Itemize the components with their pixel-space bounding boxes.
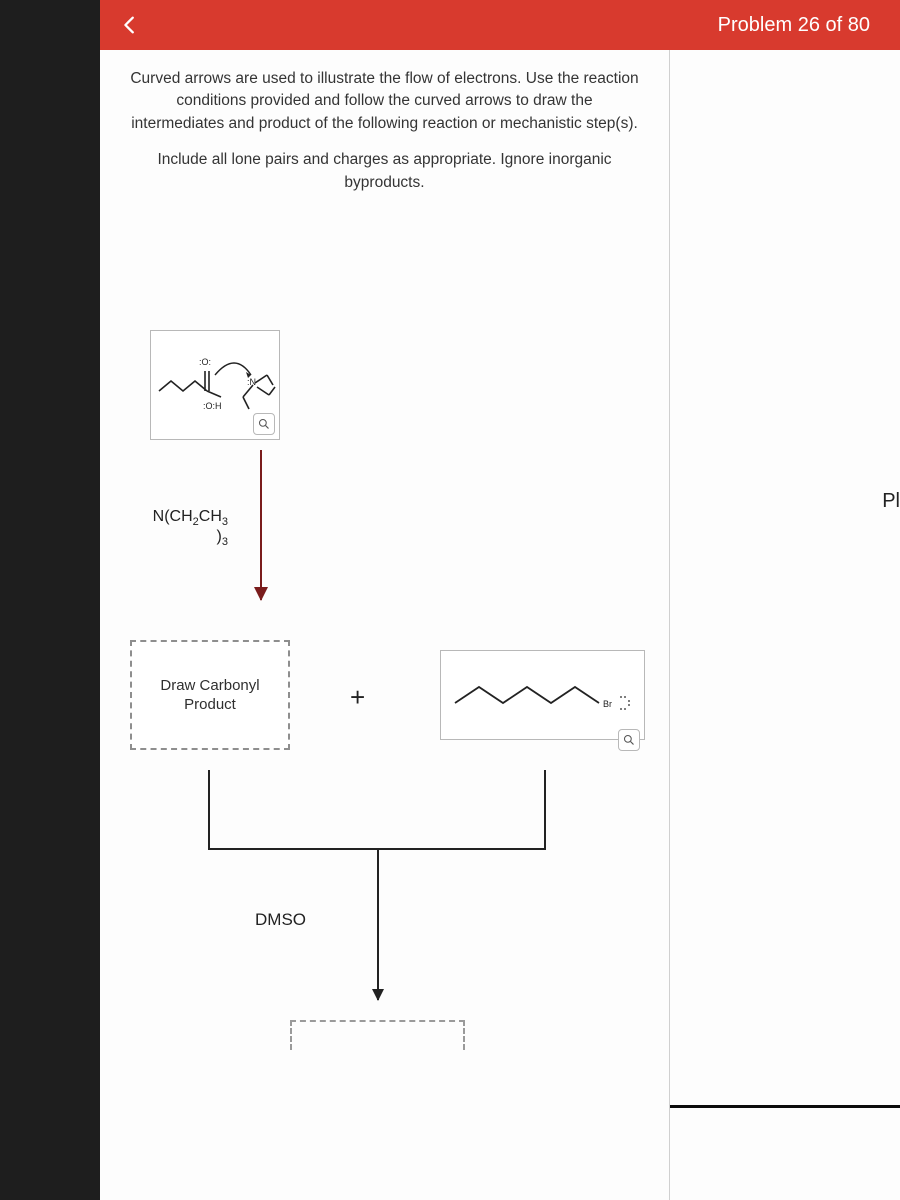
carbonyl-placeholder-label: Draw Carbonyl Product xyxy=(160,676,259,715)
svg-text::O:: :O: xyxy=(203,401,215,411)
reaction-workspace: :O: H :O: :N xyxy=(100,250,669,1200)
zoom-button[interactable] xyxy=(618,729,640,751)
dmso-label: DMSO xyxy=(255,910,306,930)
right-panel-cut-label: Pl xyxy=(882,490,900,513)
instructions-p2: Include all lone pairs and charges as ap… xyxy=(128,149,641,194)
right-panel: Pl xyxy=(670,50,900,1200)
problem-counter: Problem 26 of 80 xyxy=(718,14,870,37)
o-atom-label: :O: xyxy=(199,357,211,367)
instructions-p1: Curved arrows are used to illustrate the… xyxy=(128,68,641,135)
instructions-text: Curved arrows are used to illustrate the… xyxy=(100,50,669,200)
app-screen: Problem 26 of 80 Curved arrows are used … xyxy=(100,0,900,1200)
bromide-panel[interactable]: Br xyxy=(440,650,645,740)
problem-content: Curved arrows are used to illustrate the… xyxy=(100,50,670,1200)
magnifier-icon xyxy=(258,418,270,430)
reagent-1-label: N(CH2CH3 )3 xyxy=(148,508,228,548)
reaction-arrow-2 xyxy=(377,850,379,1000)
zoom-button[interactable] xyxy=(253,413,275,435)
starting-material-panel[interactable]: :O: H :O: :N xyxy=(150,330,280,440)
br-atom-label: Br xyxy=(603,699,612,709)
arrow-left-icon xyxy=(119,14,141,36)
header-bar: Problem 26 of 80 xyxy=(100,0,900,50)
reaction-arrow-1 xyxy=(260,450,262,600)
product-placeholder-cut[interactable] xyxy=(290,1020,465,1050)
tablet-frame: Problem 26 of 80 Curved arrows are used … xyxy=(0,0,900,1200)
magnifier-icon xyxy=(623,734,635,746)
back-button[interactable] xyxy=(100,0,160,50)
plus-sign: + xyxy=(350,682,365,713)
bromide-molecule: Br xyxy=(449,669,639,725)
tablet-bezel-line xyxy=(670,1105,900,1108)
merge-bracket xyxy=(208,770,546,850)
h-atom-label: H xyxy=(215,401,222,411)
draw-carbonyl-placeholder[interactable]: Draw Carbonyl Product xyxy=(130,640,290,750)
n-atom-label: :N xyxy=(247,377,256,387)
